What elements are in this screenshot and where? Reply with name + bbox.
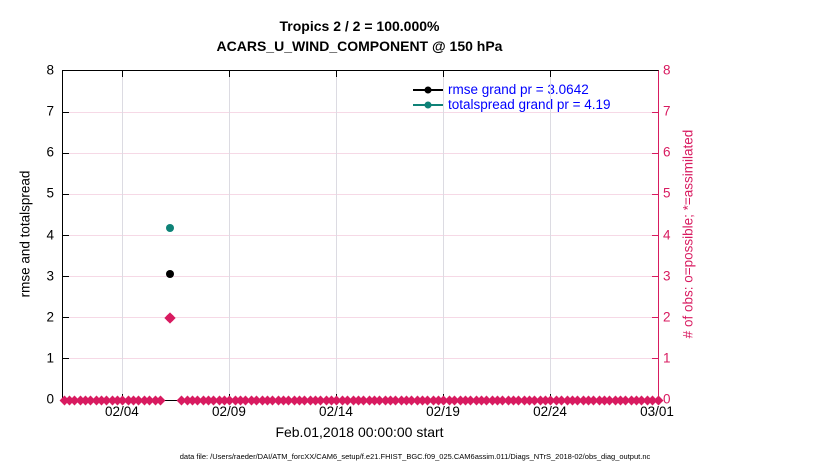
x-tick-label: 02/24 (533, 404, 567, 419)
y-gridline (63, 193, 658, 195)
x-tick-label: 03/01 (640, 404, 674, 419)
y-tick-label-right: 5 (663, 185, 671, 201)
data-file-note: data file: /Users/raeder/DAI/ATM_forcXX/… (179, 452, 651, 461)
legend-label-totalspread: totalspread grand pr = 4.19 (448, 97, 611, 112)
totalspread-marker-sample (413, 101, 443, 108)
y-tick-label-left: 8 (46, 62, 54, 78)
y-tick-label-right: 7 (663, 103, 671, 119)
y-tick-right (652, 358, 658, 360)
y-tick-label-left: 3 (46, 268, 54, 284)
legend: rmse grand pr = 3.0642 totalspread grand… (413, 82, 611, 112)
chart-title: Tropics 2 / 2 = 100.000% ACARS_U_WIND_CO… (62, 16, 657, 56)
y-axis-label-right: # of obs: o=possible; *=assimilated (680, 129, 696, 339)
y-gridline (63, 111, 658, 113)
obs-count-marker (166, 313, 174, 322)
legend-label-rmse: rmse grand pr = 3.0642 (448, 82, 589, 97)
y-gridline (63, 235, 658, 236)
x-gridline (122, 71, 124, 400)
y-gridline (63, 317, 658, 319)
y-tick-right (652, 193, 658, 195)
y-tick-label-right: 6 (663, 144, 671, 160)
x-gridline (229, 71, 231, 400)
y-gridline (63, 276, 658, 278)
title-line-2: ACARS_U_WIND_COMPONENT @ 150 hPa (216, 38, 503, 54)
y-tick-right (652, 235, 658, 236)
y-tick-left (63, 276, 69, 278)
x-gridline (336, 71, 338, 400)
x-tick-top (122, 71, 124, 77)
x-gridline (550, 71, 552, 400)
y-tick-label-right: 8 (663, 62, 671, 78)
y-tick-right (652, 111, 658, 113)
legend-item-totalspread: totalspread grand pr = 4.19 (413, 97, 611, 112)
y-tick-label-left: 4 (46, 227, 54, 242)
totalspread-dot-icon (424, 101, 432, 108)
legend-item-rmse: rmse grand pr = 3.0642 (413, 82, 611, 97)
y-gridline (63, 358, 658, 360)
y-tick-left (63, 152, 69, 154)
y-tick-label-right: 1 (663, 350, 671, 366)
y-tick-left (63, 317, 69, 319)
x-tick-label: 02/19 (426, 404, 460, 419)
y-tick-label-left: 6 (46, 144, 54, 160)
y-tick-left (63, 193, 69, 195)
y-tick-label-right: 0 (663, 391, 671, 407)
y-tick-label-right: 2 (663, 309, 671, 325)
y-tick-label-left: 5 (46, 185, 54, 201)
totalspread-point (166, 223, 174, 232)
rmse-point (166, 269, 174, 278)
x-tick-top (229, 71, 231, 77)
x-tick-label: 02/14 (319, 404, 353, 419)
y-tick-label-left: 0 (46, 391, 54, 407)
y-tick-label-left: 7 (46, 103, 54, 119)
x-tick-top (336, 71, 338, 77)
y-tick-right (652, 276, 658, 278)
plot-area: rmse grand pr = 3.0642 totalspread grand… (59, 70, 663, 405)
x-tick-top (443, 71, 445, 77)
x-tick-label: 02/09 (212, 404, 246, 419)
x-tick-top (550, 71, 552, 77)
y-tick-right (652, 317, 658, 319)
y-tick-label-right: 4 (663, 227, 671, 242)
x-gridline (443, 71, 445, 400)
y-tick-label-left: 1 (46, 350, 54, 366)
x-tick-label: 02/04 (105, 404, 139, 419)
y-tick-label-right: 3 (663, 268, 671, 284)
y-tick-right (652, 152, 658, 154)
x-axis-label: Feb.01,2018 00:00:00 start (275, 424, 444, 440)
y-tick-left (63, 111, 69, 113)
y-gridline (63, 152, 658, 154)
title-line-1: Tropics 2 / 2 = 100.000% (279, 18, 440, 34)
rmse-marker-sample (413, 86, 443, 93)
y-tick-label-left: 2 (46, 309, 54, 325)
y-tick-left (63, 358, 69, 360)
rmse-dot-icon (424, 86, 432, 93)
y-tick-left (63, 235, 69, 236)
